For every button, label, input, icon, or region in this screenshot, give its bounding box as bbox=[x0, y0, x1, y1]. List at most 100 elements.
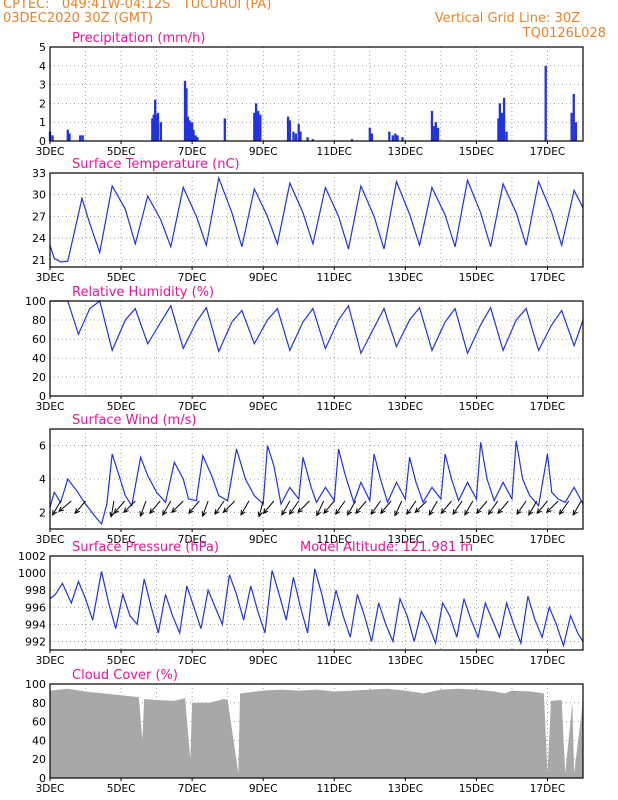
precip-bar bbox=[189, 122, 192, 141]
y-tick-label: 100 bbox=[25, 295, 46, 308]
panel-frame bbox=[49, 300, 584, 397]
series-line bbox=[49, 175, 584, 263]
precip-bar bbox=[388, 131, 391, 141]
y-tick-label: 0 bbox=[39, 135, 46, 148]
header-grid-note: Vertical Grid Line: 30Z bbox=[434, 11, 580, 26]
precip-bar bbox=[152, 114, 155, 141]
wind-arrow-head bbox=[335, 509, 341, 516]
wind-arrow-head bbox=[546, 507, 552, 514]
panel-title: Relative Humidity (%) bbox=[72, 285, 214, 300]
x-tick-label: 17DEC bbox=[530, 146, 565, 158]
wind-arrow-shaft bbox=[559, 500, 570, 515]
wind-arrow-shaft bbox=[123, 500, 136, 513]
wind-arrow bbox=[516, 500, 527, 516]
series-line bbox=[50, 299, 584, 355]
wind-arrow-head bbox=[572, 509, 578, 516]
wind-arrow bbox=[201, 500, 209, 518]
x-tick-label: 3DEC bbox=[36, 534, 65, 546]
wind-arrow-shaft bbox=[464, 500, 474, 516]
y-tick-label: 60 bbox=[32, 716, 46, 729]
wind-arrow-shaft bbox=[58, 500, 72, 512]
wind-arrow-shaft bbox=[188, 500, 200, 514]
wind-arrow-head bbox=[347, 509, 353, 516]
precip-bar bbox=[183, 80, 187, 141]
panel-3: 2 4 6 bbox=[39, 428, 584, 532]
y-tick-label: 992 bbox=[25, 635, 46, 648]
wind-arrow bbox=[558, 500, 570, 516]
wind-arrow bbox=[497, 500, 509, 515]
wind-arrow bbox=[316, 500, 325, 517]
wind-arrow-head bbox=[113, 508, 120, 515]
wind-arrow bbox=[370, 500, 381, 516]
precip-bar bbox=[572, 94, 575, 141]
wind-arrow bbox=[536, 500, 548, 515]
precip-bar bbox=[192, 129, 195, 141]
panel-title: Cloud Cover (%) bbox=[72, 668, 178, 683]
wind-arrow-shaft bbox=[214, 500, 225, 515]
wind-arrow-head bbox=[497, 508, 503, 515]
x-tick-label: 3DEC bbox=[36, 401, 65, 413]
wind-arrow bbox=[52, 500, 62, 516]
wind-arrow bbox=[113, 500, 126, 515]
precip-bar bbox=[196, 137, 199, 141]
wind-arrow-head bbox=[240, 509, 246, 516]
precip-bar bbox=[186, 116, 190, 141]
wind-arrow bbox=[335, 500, 346, 516]
wind-arrow-shaft bbox=[323, 500, 335, 514]
panel-title: Surface Pressure (hPa) bbox=[72, 540, 219, 555]
precip-bar bbox=[391, 135, 395, 141]
wind-arrow-head bbox=[394, 510, 400, 517]
y-tick-label: 40 bbox=[32, 734, 46, 747]
wind-arrow-head bbox=[380, 508, 386, 515]
x-tick-label: 3DEC bbox=[36, 272, 65, 284]
precip-bar bbox=[570, 112, 573, 141]
wind-arrow-head bbox=[464, 509, 470, 516]
precip-bar bbox=[297, 124, 300, 141]
wind-arrow-head bbox=[149, 508, 155, 515]
x-tick-label: 5DEC bbox=[107, 401, 136, 413]
wind-arrow-head bbox=[123, 507, 129, 514]
precip-bar bbox=[154, 99, 157, 141]
precip-bar bbox=[288, 120, 291, 141]
precip-bar bbox=[497, 118, 500, 141]
wind-arrow-head bbox=[536, 508, 542, 515]
x-tick-label: 11DEC bbox=[317, 401, 352, 413]
precip-bar bbox=[257, 110, 260, 141]
wind-arrow-head bbox=[558, 509, 565, 516]
wind-arrow bbox=[262, 500, 275, 515]
wind-arrow-head bbox=[171, 507, 177, 514]
wind-arrow-shaft bbox=[52, 500, 62, 516]
x-tick-label: 9DEC bbox=[249, 534, 278, 546]
wind-arrow-head bbox=[109, 511, 115, 518]
wind-arrow bbox=[452, 500, 463, 516]
precip-bar bbox=[370, 133, 374, 141]
wind-arrow bbox=[440, 500, 452, 515]
wind-arrow bbox=[464, 500, 474, 516]
x-tick-label: 5DEC bbox=[107, 272, 136, 284]
x-tick-label: 5DEC bbox=[107, 655, 136, 667]
wind-arrow-shaft bbox=[263, 500, 275, 514]
x-tick-label: 11DEC bbox=[317, 783, 352, 795]
wind-arrow-shaft bbox=[297, 500, 310, 513]
y-tick-label: 80 bbox=[32, 314, 46, 327]
panel-2: 0 20 40 60 80 100 bbox=[25, 295, 584, 403]
precip-bar bbox=[434, 122, 438, 141]
wind-arrow bbox=[487, 500, 499, 516]
wind-arrow-shaft bbox=[406, 500, 417, 515]
precip-bar bbox=[299, 131, 302, 141]
y-tick-label: 3 bbox=[39, 79, 46, 92]
y-tick-label: 24 bbox=[32, 232, 46, 245]
wind-arrow-head bbox=[188, 508, 194, 515]
wind-arrow-head bbox=[214, 509, 220, 516]
y-tick-label: 80 bbox=[32, 697, 46, 710]
wind-arrow bbox=[323, 500, 335, 515]
wind-arrow-shaft bbox=[113, 500, 126, 514]
wind-arrow-head bbox=[74, 508, 81, 515]
wind-arrow-head bbox=[139, 511, 145, 518]
y-tick-label: 40 bbox=[32, 352, 46, 365]
y-tick-label: 21 bbox=[32, 254, 46, 267]
y-tick-label: 0 bbox=[39, 390, 46, 403]
wind-arrow-head bbox=[406, 509, 412, 516]
precip-bar bbox=[401, 137, 404, 141]
y-tick-label: 27 bbox=[32, 210, 46, 223]
